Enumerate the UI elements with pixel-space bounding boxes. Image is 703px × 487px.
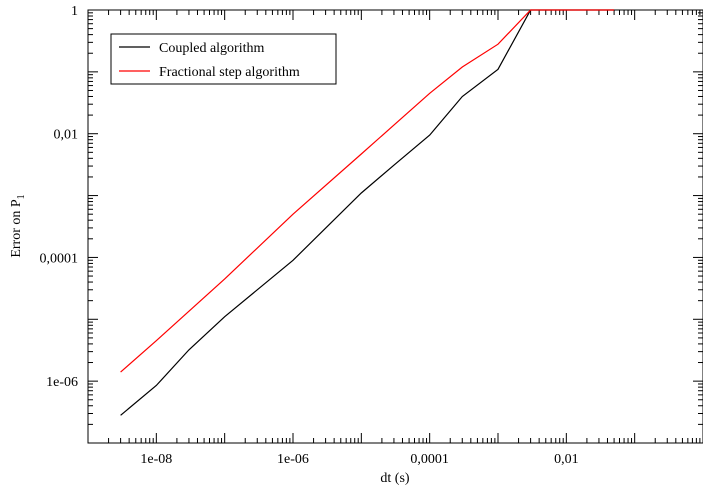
x-tick-label: 1e-08	[140, 452, 172, 467]
legend-label-coupled: Coupled algorithm	[159, 41, 264, 56]
y-axis-label: Error on P1	[9, 194, 27, 257]
series-line-fractional	[120, 9, 615, 373]
series-line-coupled	[120, 9, 615, 416]
x-tick-labels: 1e-08 1e-06 0,0001 0,01	[140, 452, 578, 467]
plot-frame	[87, 9, 703, 444]
x-axis-label: dt (s)	[380, 471, 410, 486]
y-tick-labels: 1e-06 0,0001 0,01 1	[40, 4, 79, 390]
x-tick-label: 0,01	[554, 452, 579, 467]
y-tick-label: 1e-06	[46, 375, 78, 390]
x-tick-label: 0,0001	[410, 452, 449, 467]
y-axis-label-subscript: 1	[16, 194, 27, 199]
y-tick-label: 0,01	[54, 128, 79, 143]
legend-box	[110, 33, 337, 85]
y-tick-label: 1	[71, 4, 78, 19]
legend: Coupled algorithm Fractional step algori…	[110, 33, 337, 85]
y-tick-label: 0,0001	[40, 251, 79, 266]
x-tick-label: 1e-06	[277, 452, 309, 467]
major-ticks	[88, 10, 703, 443]
series-lines	[120, 9, 615, 416]
legend-label-fractional: Fractional step algorithm	[159, 65, 300, 80]
y-axis-label-main: Error on P	[9, 199, 24, 258]
minor-ticks	[88, 10, 703, 443]
